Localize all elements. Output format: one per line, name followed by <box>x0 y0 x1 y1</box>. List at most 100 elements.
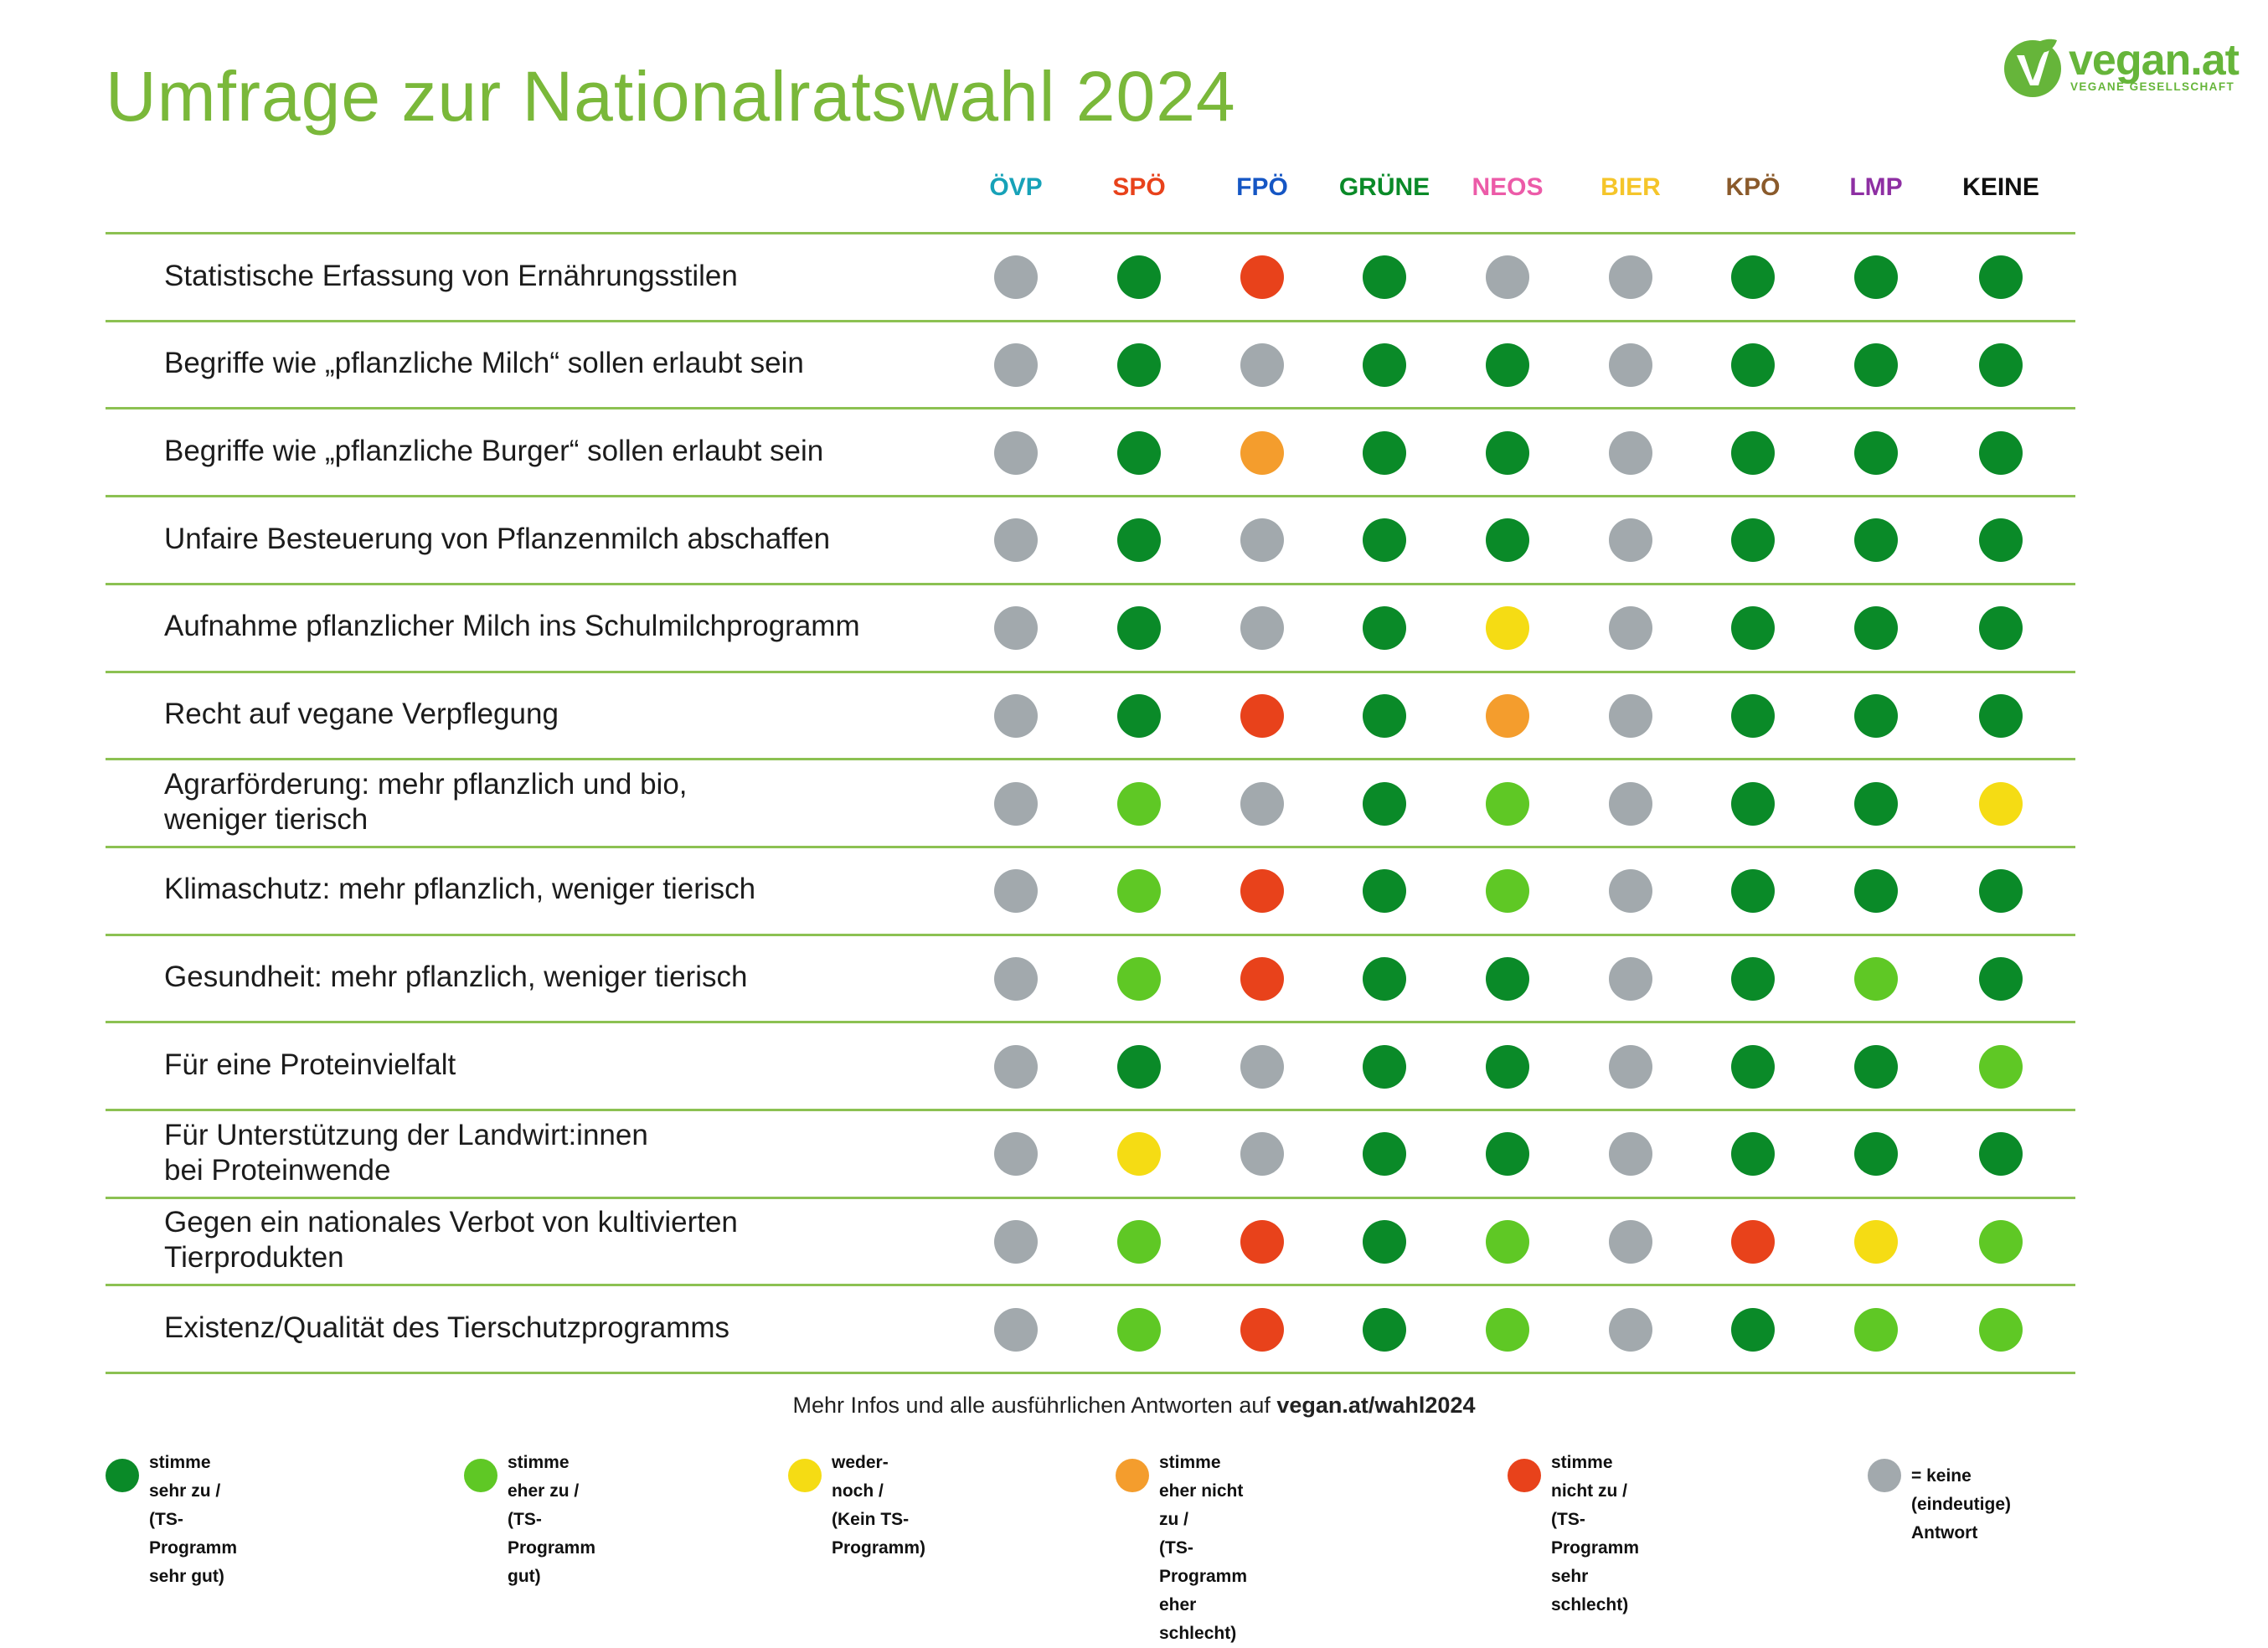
answer-dot-övp <box>994 606 1038 651</box>
answer-dot-kpö <box>1731 518 1775 563</box>
answer-dot-bier <box>1609 343 1652 388</box>
answer-dot-bier <box>1609 693 1652 738</box>
answer-dot-grüne <box>1363 343 1406 388</box>
answer-dot-spö <box>1117 518 1161 563</box>
answer-dot-keine <box>1979 693 2023 738</box>
legend-label: stimme sehr zu / (TS-Programm sehr gut) <box>149 1453 238 1586</box>
answer-dot-kpö <box>1731 956 1775 1001</box>
answer-dot-lmp <box>1854 869 1898 914</box>
answer-dot-bier <box>1609 518 1652 563</box>
answer-dot-keine <box>1979 518 2023 563</box>
vegan-at-logo[interactable]: vegan.at VEGANE GESELLSCHAFT <box>2002 33 2253 109</box>
answer-dot-bier <box>1609 1044 1652 1089</box>
legend-dot <box>1116 1459 1149 1492</box>
row-divider <box>106 495 2075 498</box>
answer-dot-fpö <box>1240 518 1284 563</box>
answer-dot-spö <box>1117 1044 1161 1089</box>
answer-dot-övp <box>994 781 1038 826</box>
question-label: Gesundheit: mehr pflanzlich, weniger tie… <box>164 960 748 994</box>
question-label: Aufnahme pflanzlicher Milch ins Schulmil… <box>164 610 860 643</box>
answer-dot-kpö <box>1731 255 1775 300</box>
row-divider <box>106 1196 2075 1199</box>
answer-dot-grüne <box>1363 1044 1406 1089</box>
party-header-fpö: FPÖ <box>1236 173 1288 201</box>
party-header-övp: ÖVP <box>989 173 1043 201</box>
answer-dot-fpö <box>1240 1132 1284 1177</box>
answer-dot-bier <box>1609 869 1652 914</box>
answer-dot-övp <box>994 343 1038 388</box>
answer-dot-kpö <box>1731 343 1775 388</box>
answer-dot-bier <box>1609 255 1652 300</box>
row-divider <box>106 933 2075 936</box>
answer-dot-fpö <box>1240 1220 1284 1264</box>
answer-dot-neos <box>1486 1220 1529 1264</box>
legend-label: weder-noch / (Kein TS-Programm) <box>832 1453 926 1558</box>
answer-dot-kpö <box>1731 869 1775 914</box>
answer-dot-neos <box>1486 869 1529 914</box>
answer-dot-neos <box>1486 1307 1529 1352</box>
answer-dot-bier <box>1609 606 1652 651</box>
answer-dot-fpö <box>1240 255 1284 300</box>
answer-dot-keine <box>1979 255 2023 300</box>
question-label: Für Unterstützung der Landwirt:innen bei… <box>164 1118 648 1187</box>
answer-dot-kpö <box>1731 430 1775 475</box>
answer-dot-keine <box>1979 430 2023 475</box>
answer-dot-keine <box>1979 956 2023 1001</box>
answer-dot-lmp <box>1854 956 1898 1001</box>
question-label: Klimaschutz: mehr pflanzlich, weniger ti… <box>164 873 756 906</box>
question-label: Existenz/Qualität des Tierschutzprogramm… <box>164 1311 729 1344</box>
answer-dot-keine <box>1979 606 2023 651</box>
answer-dot-bier <box>1609 956 1652 1001</box>
answer-dot-lmp <box>1854 781 1898 826</box>
answer-dot-neos <box>1486 1132 1529 1177</box>
answer-dot-lmp <box>1854 1307 1898 1352</box>
legend-label: stimme eher zu / (TS-Programm gut) <box>508 1453 596 1586</box>
footer-note: Mehr Infos und alle ausführlichen Antwor… <box>0 1393 2268 1419</box>
answer-dot-spö <box>1117 1307 1161 1352</box>
question-label: Für eine Proteinvielfalt <box>164 1048 456 1081</box>
answer-dot-lmp <box>1854 1132 1898 1177</box>
answer-dot-kpö <box>1731 781 1775 826</box>
answer-dot-keine <box>1979 781 2023 826</box>
answer-dot-fpö <box>1240 1307 1284 1352</box>
answer-dot-spö <box>1117 869 1161 914</box>
answer-dot-grüne <box>1363 869 1406 914</box>
answer-dot-övp <box>994 255 1038 300</box>
answer-dot-lmp <box>1854 606 1898 651</box>
answer-dot-keine <box>1979 1307 2023 1352</box>
answer-dot-grüne <box>1363 518 1406 563</box>
answer-dot-grüne <box>1363 1132 1406 1177</box>
party-header-grüne: GRÜNE <box>1338 173 1430 201</box>
row-divider <box>106 1372 2075 1375</box>
answer-dot-grüne <box>1363 606 1406 651</box>
row-divider <box>106 1021 2075 1024</box>
answer-dot-neos <box>1486 518 1529 563</box>
answer-dot-övp <box>994 1307 1038 1352</box>
answer-dot-kpö <box>1731 606 1775 651</box>
answer-dot-lmp <box>1854 343 1898 388</box>
answer-dot-grüne <box>1363 781 1406 826</box>
footer-link[interactable]: vegan.at/wahl2024 <box>1276 1393 1476 1418</box>
question-label: Agrarförderung: mehr pflanzlich und bio,… <box>164 767 688 836</box>
footer-text: Mehr Infos und alle ausführlichen Antwor… <box>792 1393 1277 1418</box>
answer-dot-kpö <box>1731 1044 1775 1089</box>
answer-dot-fpö <box>1240 693 1284 738</box>
answer-dot-keine <box>1979 1220 2023 1264</box>
answer-dot-spö <box>1117 1132 1161 1177</box>
answer-dot-bier <box>1609 430 1652 475</box>
leaf-v-icon <box>2004 39 2061 97</box>
row-divider <box>106 670 2075 673</box>
answer-dot-neos <box>1486 255 1529 300</box>
answer-dot-övp <box>994 1220 1038 1264</box>
question-label: Unfaire Besteuerung von Pflanzenmilch ab… <box>164 522 831 555</box>
answer-dot-spö <box>1117 693 1161 738</box>
party-header-spö: SPÖ <box>1112 173 1166 201</box>
answer-dot-övp <box>994 1132 1038 1177</box>
answer-dot-neos <box>1486 781 1529 826</box>
answer-dot-bier <box>1609 1132 1652 1177</box>
answer-dot-neos <box>1486 343 1529 388</box>
legend-label: = keine (eindeutige) Antwort <box>1911 1466 2011 1542</box>
answer-dot-spö <box>1117 255 1161 300</box>
answer-dot-bier <box>1609 1220 1652 1264</box>
answer-dot-fpö <box>1240 430 1284 475</box>
